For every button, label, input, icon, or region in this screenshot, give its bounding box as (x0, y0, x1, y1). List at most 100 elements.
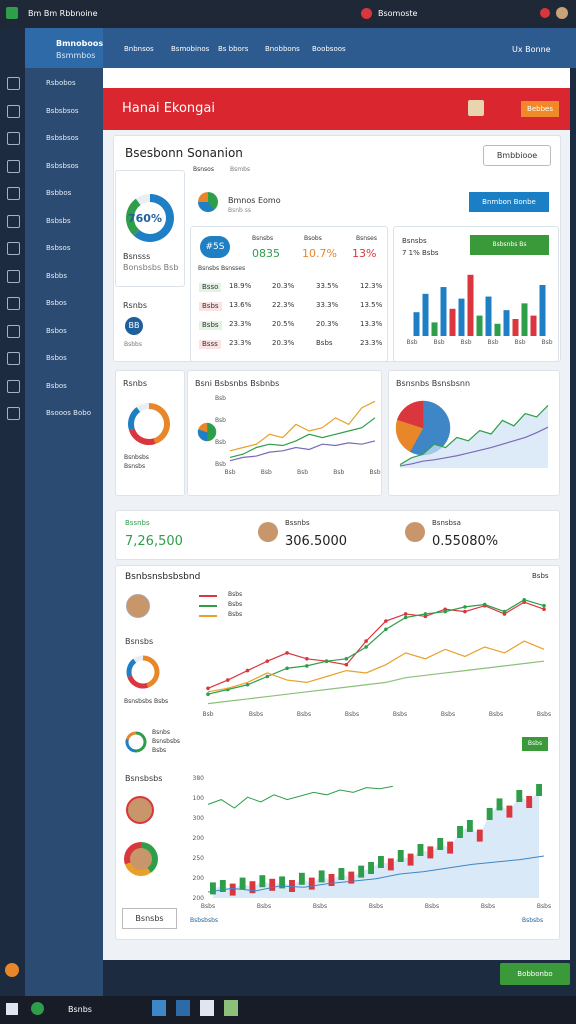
rail-icon[interactable] (7, 242, 20, 255)
sidebar-item[interactable]: Bsbsbsos (46, 134, 79, 142)
rail-icon[interactable] (7, 104, 20, 118)
bar (431, 322, 438, 336)
nav-right[interactable]: Ux Bonne (512, 45, 551, 54)
candle (318, 870, 325, 883)
table-cell: Bsso (199, 283, 222, 292)
sidebar-item[interactable]: Bsbos (46, 381, 67, 390)
point (364, 639, 368, 643)
rail-icon[interactable] (7, 407, 20, 420)
line (229, 400, 376, 452)
rail-icon[interactable] (7, 352, 20, 365)
donut-segment (148, 403, 170, 444)
outline-button[interactable]: Bsnsbs (122, 908, 177, 929)
point (265, 659, 270, 663)
sidebar-item[interactable]: Bsooos Bobo (46, 409, 91, 417)
card-title: Rsnbs (123, 379, 148, 388)
sidebar-item[interactable]: Bsbos (46, 354, 67, 362)
bar (467, 274, 474, 336)
stats-caption: Bsnsbs Bsnsses (198, 265, 246, 272)
point (403, 615, 408, 620)
user-avatar[interactable] (556, 7, 568, 19)
line (207, 785, 393, 809)
rail-icon[interactable] (7, 159, 20, 173)
sidebar-item[interactable]: Bsbsos (46, 244, 71, 252)
stats-value: 13% (352, 247, 377, 260)
donut-chart (126, 655, 160, 689)
x-tick-label: Bsbs (393, 711, 407, 718)
rail-icon[interactable] (7, 324, 20, 338)
table-cell: 20.3% (316, 320, 339, 328)
bar-chart: Bsb Bsb Bsb Bsb Bsb Bsb (406, 274, 553, 346)
candle (378, 856, 384, 868)
table-cell: Bsbs (199, 302, 222, 311)
point (522, 598, 527, 602)
rail-icon[interactable] (7, 269, 20, 283)
rail-icon[interactable] (7, 214, 20, 228)
line (229, 417, 376, 458)
table-cell: 33.3% (316, 301, 339, 309)
legend-label: Bsbs (228, 611, 243, 618)
rail-icon[interactable] (7, 77, 20, 90)
mid-line: Bsbs (152, 747, 167, 754)
legend-swatch (199, 615, 217, 617)
sidebar-item[interactable]: Bsbbs (46, 271, 67, 280)
bar (485, 296, 492, 336)
sidebar-item[interactable]: Bsbos (46, 299, 67, 307)
sidebar-item[interactable]: Bsbos (46, 326, 67, 335)
rail-icon[interactable] (7, 297, 20, 310)
start-button[interactable] (6, 1003, 18, 1015)
header-button[interactable]: Bebbes (521, 101, 559, 117)
nav-item[interactable]: Bs bbors (218, 45, 249, 53)
table-cell: 23.3% (360, 339, 383, 347)
x-tick-label: Bsbs (345, 711, 359, 718)
legend-label: Bsbs (228, 601, 243, 608)
profile-icon[interactable] (468, 100, 484, 116)
candle (536, 784, 542, 796)
tab[interactable]: Bsmbs (230, 166, 251, 173)
rail-icon[interactable] (7, 132, 20, 145)
record-icon[interactable] (540, 8, 550, 18)
avatar (405, 522, 425, 542)
x-tick-label: Bsbs (537, 711, 551, 718)
side-sub: Bsbbs (124, 341, 142, 348)
taskbar-app[interactable] (176, 1000, 190, 1016)
kpi-label: Bsnsbsa (432, 519, 461, 527)
taskbar-app[interactable] (224, 1000, 238, 1016)
area-chart (399, 405, 549, 468)
tab[interactable]: Bsnsos (193, 166, 214, 173)
analytics-corner[interactable]: Bsbs (532, 572, 549, 580)
y-tick-label: 380 (193, 775, 205, 782)
sidebar-item[interactable]: Bsbsbsos (46, 106, 79, 115)
bar-button[interactable]: Bsbsnbs Bs (470, 235, 549, 255)
taskbar-label: Bsnbs (68, 1005, 92, 1014)
x-tick-label: Bsb (224, 469, 235, 476)
nav-item[interactable]: Bsmobinos (171, 45, 210, 53)
browser-icon[interactable] (31, 1002, 44, 1015)
nav-item[interactable]: Boobsoos (312, 45, 346, 53)
taskbar-app[interactable] (152, 1000, 166, 1016)
sidebar-item[interactable]: Bsbsbsos (46, 161, 79, 170)
sidebar-item[interactable]: Bsbbos (46, 189, 72, 197)
action-button[interactable]: Bnmbon Bonbe (469, 192, 549, 212)
nav-item[interactable]: Bnbnsos (124, 45, 154, 53)
point (206, 692, 210, 696)
overview-button[interactable]: Bmbbiooe (483, 145, 551, 166)
rail-icon[interactable] (7, 187, 20, 200)
line (229, 440, 376, 462)
rail-icon[interactable] (7, 379, 20, 393)
kpi-value: 0.55080% (432, 534, 499, 549)
sidebar-item[interactable]: Bsbsbs (46, 216, 71, 225)
float-button[interactable]: Bobbonbo (500, 963, 570, 985)
top-bar (0, 0, 576, 28)
alert-icon[interactable] (5, 963, 19, 977)
nav-item[interactable]: Bnobbons (265, 45, 300, 53)
sidebar-title: Bmnoboos (56, 39, 104, 48)
mid-button[interactable]: Bsbs (522, 737, 548, 751)
sidebar-item[interactable]: Rsbobos (46, 79, 76, 87)
taskbar-app[interactable] (200, 1000, 214, 1016)
overview-title: Bsesbonn Sonanion (125, 146, 243, 160)
y-tick-label: 300 (193, 815, 205, 822)
table-cell: 12.3% (360, 282, 383, 290)
